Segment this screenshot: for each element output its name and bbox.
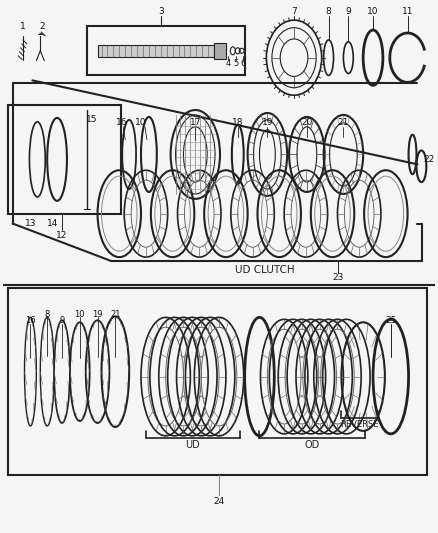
Text: 18: 18 xyxy=(232,118,244,127)
Text: 10: 10 xyxy=(367,7,379,16)
Text: OD: OD xyxy=(305,440,320,450)
Bar xyxy=(87,26,245,76)
Text: 4: 4 xyxy=(225,59,230,68)
Text: 21: 21 xyxy=(338,118,349,127)
Text: 21: 21 xyxy=(110,310,120,319)
Text: 20: 20 xyxy=(301,118,313,127)
Text: 16: 16 xyxy=(116,118,127,127)
Text: 8: 8 xyxy=(45,310,50,319)
Text: 13: 13 xyxy=(25,219,36,228)
Text: 8: 8 xyxy=(326,7,332,16)
Text: REVERSE: REVERSE xyxy=(340,421,379,430)
Text: UD CLUTCH: UD CLUTCH xyxy=(235,265,294,275)
Text: 10: 10 xyxy=(135,118,147,127)
Text: 17: 17 xyxy=(190,118,201,127)
Text: 10: 10 xyxy=(74,310,85,319)
Text: UD: UD xyxy=(185,440,200,450)
Text: 3: 3 xyxy=(158,7,164,16)
Text: 7: 7 xyxy=(291,7,297,16)
Text: 25: 25 xyxy=(385,316,396,325)
Text: 2: 2 xyxy=(39,22,45,30)
Text: 9: 9 xyxy=(60,316,65,325)
Bar xyxy=(8,288,427,475)
Text: 24: 24 xyxy=(213,497,225,506)
Text: 23: 23 xyxy=(333,273,344,282)
Text: 15: 15 xyxy=(86,115,97,124)
Text: 19: 19 xyxy=(261,118,273,127)
Bar xyxy=(8,105,121,214)
Text: 5: 5 xyxy=(233,59,238,68)
Text: 19: 19 xyxy=(92,310,103,319)
Text: 16: 16 xyxy=(25,316,36,325)
Text: 22: 22 xyxy=(424,155,435,164)
Text: 1: 1 xyxy=(20,22,25,30)
Text: 11: 11 xyxy=(402,7,413,16)
Text: 14: 14 xyxy=(46,219,58,228)
Bar xyxy=(214,43,226,59)
Text: 9: 9 xyxy=(346,7,351,16)
Text: 12: 12 xyxy=(57,231,68,240)
Bar xyxy=(98,45,214,56)
Text: 6: 6 xyxy=(240,59,245,68)
